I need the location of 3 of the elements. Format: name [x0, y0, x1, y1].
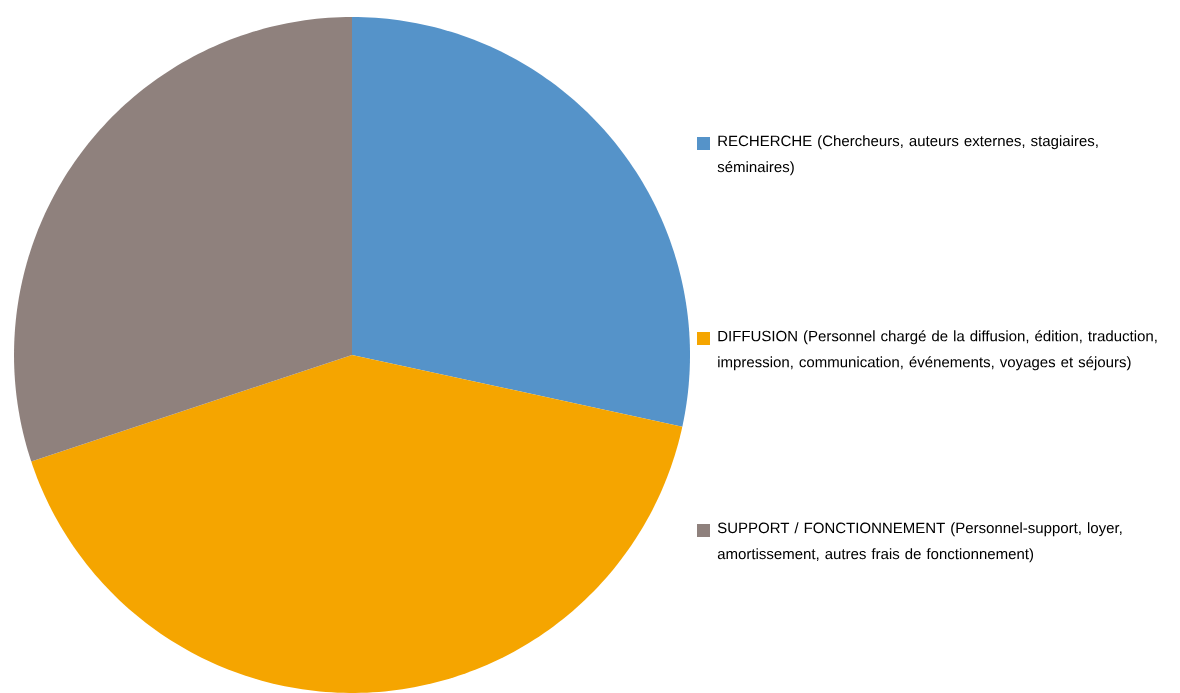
legend-label: DIFFUSION (Personnel chargé de la diffusion, édition, traduction, impression, communication, événements, voyages et séjours) [718, 330, 1157, 371]
legend-label: RECHERCHE (Chercheurs, auteurs externes, stagiaires, séminaires) [717, 135, 1098, 176]
legend-label: SUPPORT / FONCTIONNEMENT (Personnel-support, loyer, amortissement, autres frais de fonctionnement) [717, 522, 1122, 563]
